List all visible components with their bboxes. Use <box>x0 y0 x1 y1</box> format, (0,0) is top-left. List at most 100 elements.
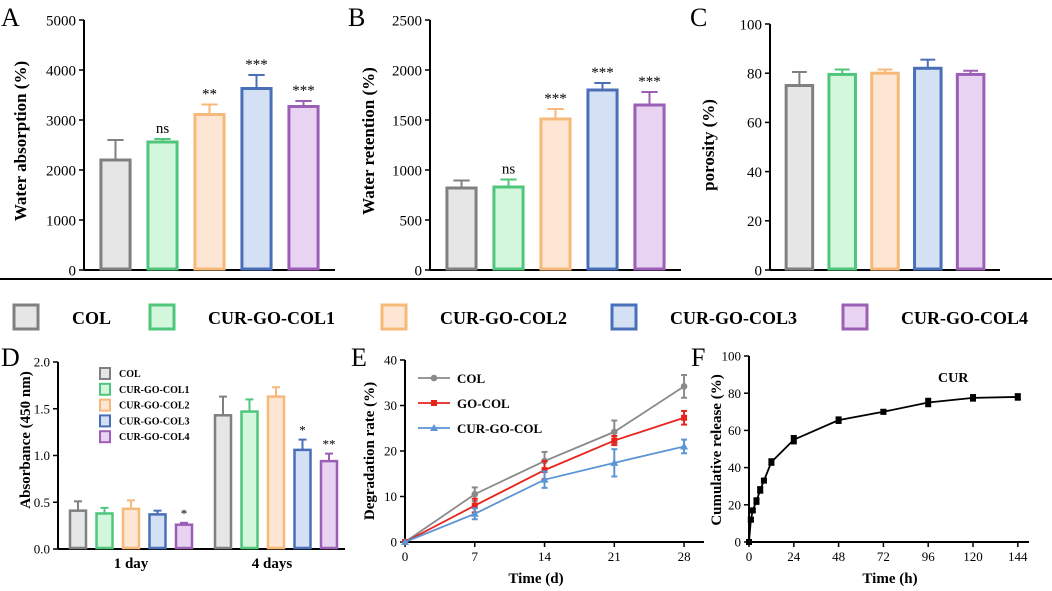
panel-f-ytick-label: 40 <box>728 460 741 475</box>
panel-b-significance-label: *** <box>591 65 614 81</box>
panel-e-xtick-label: 7 <box>472 549 479 564</box>
panel-b-bar-cur-go-col2 <box>539 117 572 271</box>
panel-d: D Absorbance (450 nm) 0.00.51.01.52.0 **… <box>1 343 345 572</box>
panel-f-xtick-label: 120 <box>963 549 983 564</box>
panel-a-significance-label: ns <box>156 121 170 137</box>
panel-d-legend-swatch <box>99 382 111 396</box>
panel-a-ytick-label: 4000 <box>46 63 76 79</box>
panel-b-significance-label: ns <box>502 162 516 178</box>
panel-d-ytick-label: 2.0 <box>34 355 50 370</box>
panel-d-ytick-label: 0.5 <box>34 495 50 510</box>
panel-f-series-line-cur <box>748 396 1018 543</box>
panel-c-ytick-label: 100 <box>740 17 763 33</box>
panel-d-legend-swatch <box>99 414 111 428</box>
panel-b-yticks: 0 500 1000 1500 2000 2500 <box>392 13 430 279</box>
panel-f-xtick-label: 96 <box>922 549 936 564</box>
panel-e-marker <box>470 509 479 517</box>
panel-d-bar-cur-go-col4 <box>174 523 194 550</box>
panel-d-significance-label: ** <box>323 437 336 452</box>
panel-f-marker <box>749 507 756 514</box>
shared-legend: COL CUR-GO-COL1 CUR-GO-COL2 CUR-GO-COL3 CUR-… <box>12 303 1028 331</box>
panel-e-marker <box>681 414 688 421</box>
panel-a-significance-label: ** <box>202 87 217 103</box>
panel-a-yticks: 0 1000 2000 3000 4000 5000 <box>46 13 84 279</box>
panel-c-ytick-label: 40 <box>747 165 762 181</box>
legend-label-col: COL <box>72 308 111 328</box>
panel-d-legend-label: CUR-GO-COL3 <box>119 416 190 427</box>
panel-f-marker <box>753 498 760 505</box>
panel-f-marker <box>790 436 797 443</box>
panel-f-marker <box>970 394 976 401</box>
panel-c-ytick-label: 20 <box>747 214 762 230</box>
panel-d-bar-col <box>213 414 233 550</box>
panel-a-ytick-label: 5000 <box>46 13 76 29</box>
panel-b-ytick-label: 0 <box>415 263 423 279</box>
panel-d-yticks: 0.0 0.5 1.0 1.5 2.0 <box>34 355 58 557</box>
panel-d-bar-cur-go-col2 <box>266 395 286 550</box>
panel-d-bar-cur-go-col2 <box>121 507 141 550</box>
panel-a-ylabel: Water absorption (%) <box>11 61 30 221</box>
panel-b-ytick-label: 2000 <box>392 63 422 79</box>
legend-swatch-cur-go-col4 <box>841 303 869 331</box>
panel-e-legend-label: GO-COL <box>457 396 510 411</box>
panel-d-group-label: 1 day <box>114 556 149 572</box>
panel-d-group-label: 4 days <box>252 556 293 572</box>
panel-e-marker <box>401 538 409 545</box>
panel-c-bar-cur-go-col4 <box>955 72 986 271</box>
panel-f-ytick-label: 60 <box>728 423 741 438</box>
panel-f-lines <box>746 393 1021 545</box>
panel-d-ylabel: Absorbance (450 nm) <box>18 371 34 509</box>
panel-b-bar-cur-go-col3 <box>586 88 619 271</box>
panel-b-ytick-label: 500 <box>400 213 423 229</box>
panel-e-marker <box>611 428 618 436</box>
panel-c-bar-col <box>784 84 815 271</box>
panel-f-xtick-label: 48 <box>832 549 845 564</box>
panel-d-legend-label: COL <box>119 369 141 380</box>
panel-a-bar-cur-go-col3 <box>240 87 273 271</box>
panel-e-marker <box>471 490 479 498</box>
legend-swatch-cur-go-col2 <box>380 303 408 331</box>
legend-swatch-cur-go-col3 <box>610 303 638 331</box>
panel-b-significance-label: *** <box>544 91 567 107</box>
panel-f-letter: F <box>691 343 705 372</box>
panel-f-marker <box>747 516 754 523</box>
panel-a-bar-col <box>99 158 132 271</box>
panel-e-ytick-label: 20 <box>384 444 397 459</box>
panel-c-bar-cur-go-col3 <box>913 66 943 271</box>
panel-c-bar-cur-go-col2 <box>870 71 900 271</box>
panel-e-marker <box>610 458 619 466</box>
panel-b-letter: B <box>348 3 365 32</box>
panel-f-ytick-label: 80 <box>728 386 741 401</box>
legend-swatch-cur-go-col1 <box>148 303 176 331</box>
panel-f-xtick-label: 144 <box>1008 549 1028 564</box>
panel-e-legend-label: CUR-GO-COL <box>457 421 543 436</box>
panel-a-bars: ns******** <box>83 20 335 271</box>
panel-b-bar-col <box>445 186 478 271</box>
panel-e-marker <box>611 437 618 444</box>
panel-e-ytick-label: 30 <box>384 398 397 413</box>
panel-e-marker <box>540 475 549 483</box>
panel-e-xtick-label: 0 <box>402 549 409 564</box>
panel-b-bar-cur-go-col1 <box>492 185 525 271</box>
panel-b-ytick-label: 1500 <box>392 113 422 129</box>
panel-e-xtick-label: 28 <box>678 549 691 564</box>
panel-a-bar-cur-go-col2 <box>193 113 226 271</box>
panel-f-xtick-label: 72 <box>877 549 890 564</box>
panel-f-marker <box>835 417 842 424</box>
panel-f-marker <box>746 539 752 545</box>
panel-f-series-label: CUR <box>938 371 969 386</box>
panel-b-ytick-label: 1000 <box>392 163 422 179</box>
panel-d-bar-cur-go-col4 <box>319 459 339 550</box>
legend-swatch-col <box>12 303 40 331</box>
panel-b-ylabel: Water retention (%) <box>359 67 378 215</box>
panel-e-marker <box>680 383 688 390</box>
panel-e-legend: COL GO-COL CUR-GO-COL <box>418 371 543 436</box>
panel-f-xtick-label: 0 <box>746 549 753 564</box>
panel-f-ylabel: Cumulative release (%) <box>709 374 725 525</box>
panel-f-ytick-label: 20 <box>728 497 741 512</box>
panel-d-bar-col <box>68 509 88 550</box>
panel-e-marker <box>680 442 689 450</box>
legend-label-cur-go-col3: CUR-GO-COL3 <box>670 308 797 328</box>
panel-c-ylabel: porosity (%) <box>699 99 718 191</box>
